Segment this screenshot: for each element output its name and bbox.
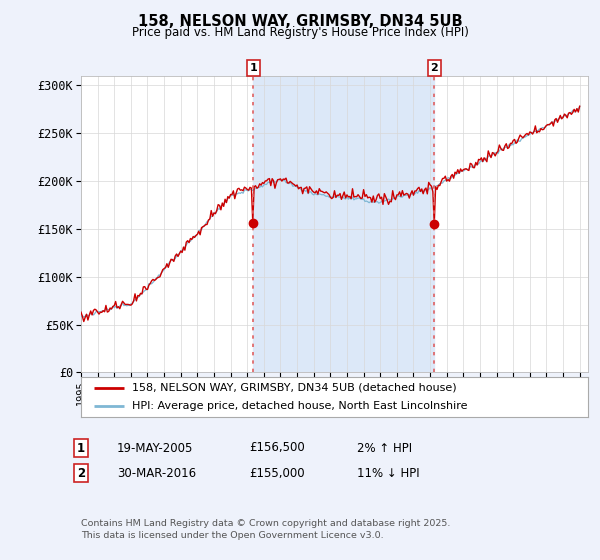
Text: 158, NELSON WAY, GRIMSBY, DN34 5UB: 158, NELSON WAY, GRIMSBY, DN34 5UB xyxy=(137,14,463,29)
Text: 30-MAR-2016: 30-MAR-2016 xyxy=(117,466,196,480)
Text: 1: 1 xyxy=(77,441,85,455)
Text: 19-MAY-2005: 19-MAY-2005 xyxy=(117,441,193,455)
Text: £155,000: £155,000 xyxy=(249,466,305,480)
Text: 2: 2 xyxy=(77,466,85,480)
Text: 2% ↑ HPI: 2% ↑ HPI xyxy=(357,441,412,455)
Text: HPI: Average price, detached house, North East Lincolnshire: HPI: Average price, detached house, Nort… xyxy=(132,402,467,411)
Text: 158, NELSON WAY, GRIMSBY, DN34 5UB (detached house): 158, NELSON WAY, GRIMSBY, DN34 5UB (deta… xyxy=(132,383,457,393)
Text: 2: 2 xyxy=(430,63,438,73)
Text: Contains HM Land Registry data © Crown copyright and database right 2025.
This d: Contains HM Land Registry data © Crown c… xyxy=(81,519,451,540)
Text: £156,500: £156,500 xyxy=(249,441,305,455)
Text: Price paid vs. HM Land Registry's House Price Index (HPI): Price paid vs. HM Land Registry's House … xyxy=(131,26,469,39)
Text: 1: 1 xyxy=(250,63,257,73)
Text: 11% ↓ HPI: 11% ↓ HPI xyxy=(357,466,419,480)
Bar xyxy=(253,76,434,372)
